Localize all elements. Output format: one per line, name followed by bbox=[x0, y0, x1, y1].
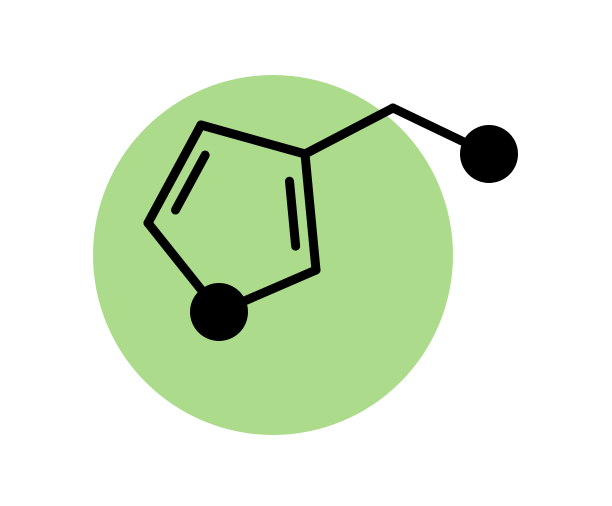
atom-dot bbox=[460, 125, 518, 183]
molecule-svg bbox=[0, 0, 612, 506]
bond-line bbox=[290, 181, 296, 246]
atom-dot bbox=[190, 283, 248, 341]
molecule-diagram bbox=[0, 0, 612, 506]
backdrop-circle bbox=[93, 75, 453, 435]
